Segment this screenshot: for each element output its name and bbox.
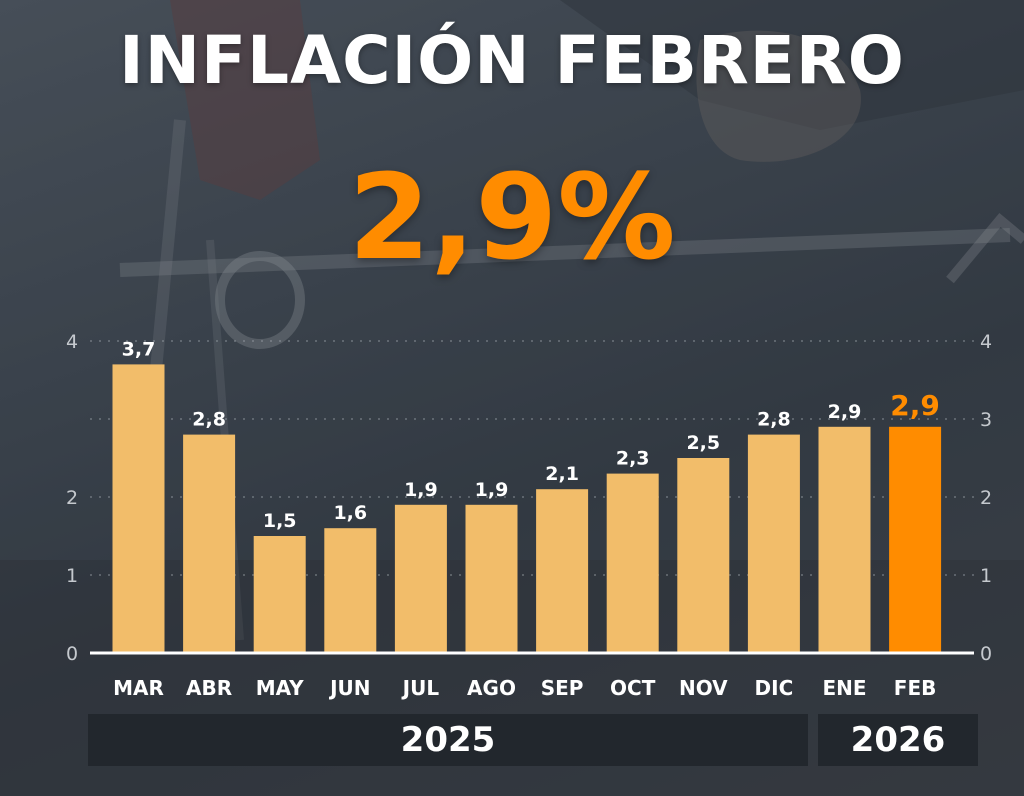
x-tick-label: ABR — [186, 676, 232, 700]
y-tick-label-right: 1 — [980, 565, 992, 587]
x-tick-label: JUL — [401, 676, 440, 700]
bar — [818, 426, 871, 653]
x-tick-label: JUN — [328, 676, 370, 700]
bar — [889, 426, 942, 653]
bar — [253, 536, 306, 653]
data-label: 3,7 — [122, 338, 156, 360]
bar — [677, 458, 730, 653]
data-label: 1,9 — [475, 479, 509, 501]
data-label: 1,5 — [263, 510, 297, 532]
x-tick-label: OCT — [610, 676, 656, 700]
bar — [183, 434, 236, 653]
data-label: 2,9 — [828, 401, 862, 423]
data-label: 2,3 — [616, 448, 650, 470]
bar — [394, 504, 447, 653]
x-tick-label: ENE — [822, 676, 866, 700]
y-tick-label-left: 4 — [66, 331, 78, 353]
chart-title: INFLACIÓN FEBRERO — [119, 22, 905, 99]
x-tick-label: DIC — [755, 676, 794, 700]
data-label: 1,6 — [333, 502, 367, 524]
year-band-2025: 2025 — [88, 714, 808, 766]
x-tick-label: FEB — [894, 676, 937, 700]
data-label: 2,1 — [545, 463, 579, 485]
year-label-2025: 2025 — [400, 720, 496, 760]
x-tick-label: NOV — [679, 676, 728, 700]
x-tick-label: MAR — [113, 676, 164, 700]
headline-value: 2,9% — [348, 148, 676, 286]
bar — [324, 528, 377, 653]
y-tick-label-left: 1 — [66, 565, 78, 587]
data-label: 1,9 — [404, 479, 438, 501]
bar — [536, 489, 589, 653]
y-tick-label-right: 2 — [980, 487, 992, 509]
bar — [606, 473, 659, 653]
y-tick-label-right: 4 — [980, 331, 992, 353]
x-tick-label: MAY — [256, 676, 304, 700]
data-label: 2,5 — [686, 432, 720, 454]
bar — [747, 434, 800, 653]
y-tick-label-right: 0 — [980, 643, 992, 665]
data-label: 2,9 — [890, 389, 940, 422]
y-tick-label-left: 2 — [66, 487, 78, 509]
year-band-2026: 2026 — [818, 714, 978, 766]
data-label: 2,8 — [757, 409, 791, 431]
data-label: 2,8 — [192, 409, 226, 431]
y-tick-label-left: 0 — [66, 643, 78, 665]
y-tick-label-right: 3 — [980, 409, 992, 431]
bar — [465, 504, 518, 653]
x-tick-label: AGO — [467, 676, 516, 700]
bar — [112, 364, 165, 653]
year-label-2026: 2026 — [850, 720, 946, 760]
x-tick-label: SEP — [541, 676, 584, 700]
